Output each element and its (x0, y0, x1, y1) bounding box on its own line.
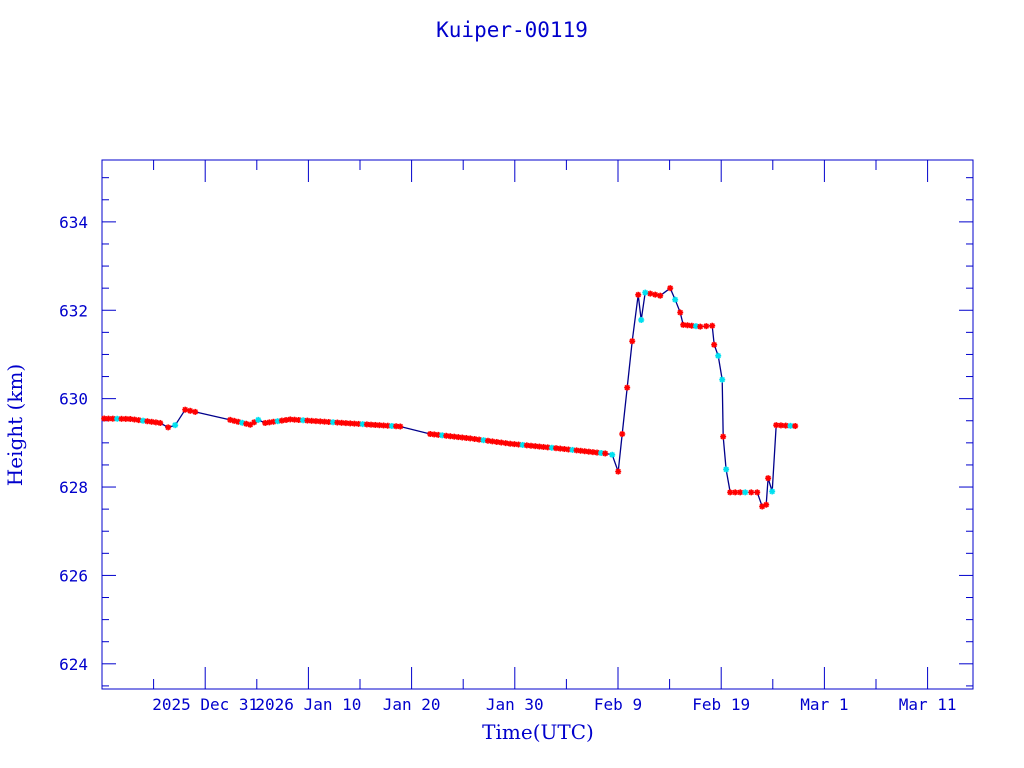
data-point-marker (732, 489, 739, 496)
data-point-marker (709, 322, 716, 329)
data-point-marker (684, 322, 691, 329)
data-point-marker (615, 468, 622, 475)
data-point-marker (657, 292, 664, 299)
x-tick-label: 2026 Jan 10 (255, 695, 361, 714)
x-tick-label: Mar 11 (899, 695, 957, 714)
data-point-marker (619, 431, 626, 438)
data-point-marker (227, 416, 234, 423)
data-point-marker (573, 447, 580, 454)
data-point-marker (347, 420, 354, 427)
data-point-marker (629, 338, 636, 345)
data-point-marker (763, 501, 770, 508)
data-point-marker (515, 441, 522, 448)
data-point-marker (697, 323, 704, 330)
data-point-marker (507, 440, 514, 447)
data-point-marker (672, 296, 679, 303)
data-point-marker (765, 475, 772, 482)
data-point-marker (719, 376, 726, 383)
data-point-marker (711, 341, 718, 348)
x-tick-label: Mar 1 (800, 695, 848, 714)
data-point-marker (427, 431, 434, 438)
y-tick-label: 634 (59, 213, 88, 232)
data-point-marker (748, 489, 755, 496)
y-axis-label: Height (km) (3, 364, 27, 486)
series (101, 285, 799, 510)
y-tick-label: 628 (59, 478, 88, 497)
data-point-marker (642, 289, 649, 296)
data-point-marker (723, 466, 730, 473)
data-point-marker (251, 419, 258, 426)
data-point-marker (172, 422, 179, 429)
data-point-marker (287, 416, 294, 423)
data-point-marker (148, 418, 155, 425)
data-point-marker (754, 489, 761, 496)
data-point-marker (182, 406, 189, 413)
data-point-marker (127, 415, 134, 422)
data-point-marker (635, 291, 642, 298)
x-tick-label: 2025 Dec 31 (152, 695, 258, 714)
y-tick-label: 630 (59, 390, 88, 409)
data-point-marker (667, 285, 674, 292)
data-point-marker (715, 352, 722, 359)
y-tick-label: 624 (59, 655, 88, 674)
data-point-marker (192, 408, 199, 415)
data-point-marker (187, 407, 194, 414)
data-point-marker (467, 435, 474, 442)
data-point-marker (439, 432, 446, 439)
data-point-marker (397, 423, 404, 430)
data-point-marker (727, 489, 734, 496)
data-point-marker (262, 419, 269, 426)
data-point-marker (773, 422, 780, 429)
data-point-marker (101, 415, 108, 422)
data-point-marker (609, 451, 616, 458)
data-point-marker (247, 421, 254, 428)
data-point-marker (680, 321, 687, 328)
x-tick-label: Jan 30 (486, 695, 544, 714)
data-point-marker (602, 450, 609, 457)
data-point-marker (737, 489, 744, 496)
data-point-marker (624, 384, 631, 391)
x-tick-label: Feb 19 (692, 695, 750, 714)
x-tick-label: Jan 20 (383, 695, 441, 714)
data-point-marker (489, 438, 496, 445)
y-tick-label: 632 (59, 301, 88, 320)
data-point-marker (585, 448, 592, 455)
data-point-marker (638, 316, 645, 323)
data-point-marker (255, 416, 262, 423)
data-point-marker (652, 291, 659, 298)
x-tick-label: Feb 9 (594, 695, 642, 714)
data-point-marker (157, 419, 164, 426)
data-point-marker (484, 437, 491, 444)
data-point-marker (393, 423, 400, 430)
y-tick-label: 626 (59, 566, 88, 585)
data-point-marker (720, 433, 727, 440)
data-point-marker (703, 323, 710, 330)
data-point-marker (165, 424, 172, 431)
series-line (104, 287, 796, 508)
data-point-marker (144, 418, 151, 425)
data-point-marker (317, 418, 324, 425)
chart-title: Kuiper-00119 (436, 18, 588, 42)
data-point-marker (447, 433, 454, 440)
data-point-marker (647, 290, 654, 297)
data-point-marker (782, 422, 789, 429)
data-point-marker (792, 423, 799, 430)
data-point-marker (677, 309, 684, 316)
x-axis-label: Time(UTC) (482, 720, 594, 744)
plot-frame (101, 159, 974, 690)
data-point-marker (557, 445, 564, 452)
data-point-marker (536, 443, 543, 450)
data-point-marker (769, 488, 776, 495)
data-point-marker (565, 446, 572, 453)
data-point-marker (270, 418, 277, 425)
data-point-marker (692, 323, 699, 330)
data-point-marker (742, 489, 749, 496)
data-point-marker (451, 433, 458, 440)
data-point-marker (787, 422, 794, 429)
